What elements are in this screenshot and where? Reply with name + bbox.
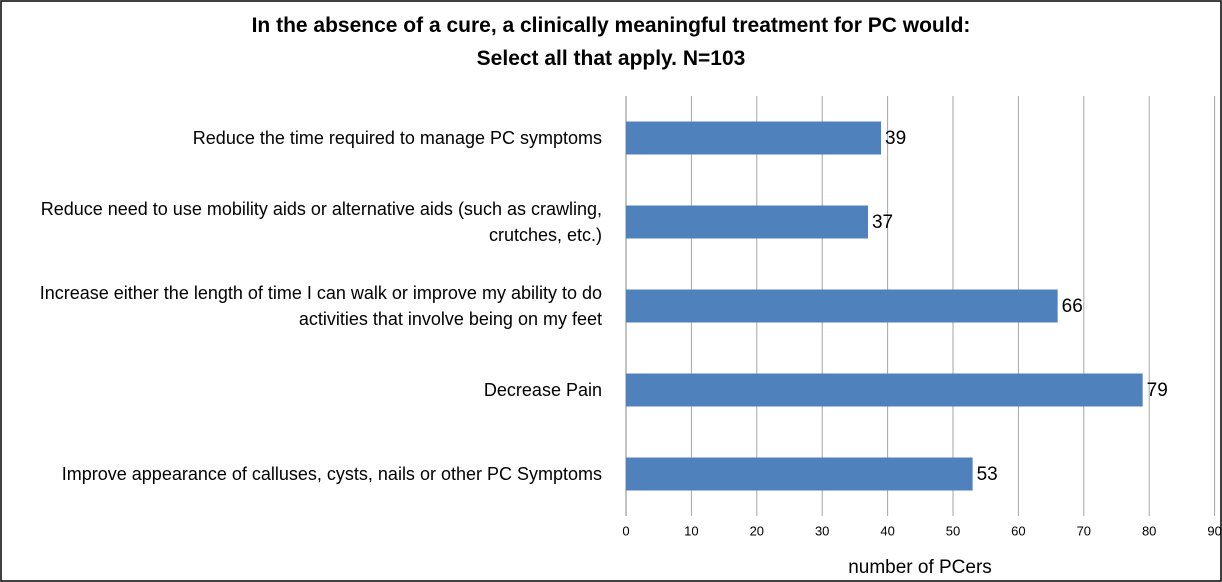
x-tick-label: 50	[946, 523, 960, 538]
value-label: 66	[1062, 296, 1083, 317]
x-tick-label: 80	[1142, 523, 1156, 538]
y-tick-label: Improve appearance of calluses, cysts, n…	[61, 464, 602, 484]
bar	[626, 121, 882, 155]
y-tick-label: Increase either the length of time I can…	[39, 283, 602, 329]
bar	[626, 457, 973, 491]
x-tick-label: 90	[1207, 523, 1221, 538]
value-label: 79	[1147, 380, 1168, 401]
x-tick-label: 70	[1077, 523, 1091, 538]
bar	[626, 289, 1058, 323]
value-label: 37	[872, 212, 893, 233]
x-tick-label: 10	[684, 523, 698, 538]
chart-title: Select all that apply. N=103	[476, 47, 746, 70]
bar	[626, 205, 868, 239]
bar	[626, 373, 1143, 407]
x-tick-label: 60	[1011, 523, 1025, 538]
y-tick-label: Reduce need to use mobility aids or alte…	[40, 199, 602, 245]
x-axis-label: number of PCers	[848, 557, 992, 578]
value-label: 39	[885, 128, 906, 149]
chart-title: In the absence of a cure, a clinically m…	[251, 14, 971, 37]
x-tick-label: 20	[750, 523, 764, 538]
y-tick-label: Reduce the time required to manage PC sy…	[192, 128, 602, 148]
y-tick-label: Decrease Pain	[483, 380, 602, 400]
value-label: 53	[977, 464, 998, 485]
x-tick-label: 0	[622, 523, 629, 538]
x-tick-label: 40	[880, 523, 894, 538]
x-tick-label: 30	[815, 523, 829, 538]
